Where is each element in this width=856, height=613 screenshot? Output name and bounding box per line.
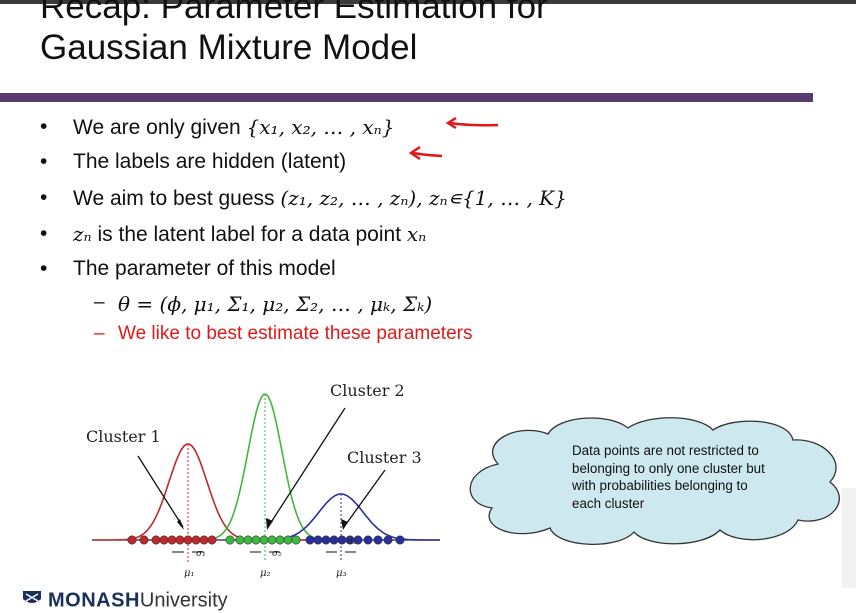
data-point bbox=[191, 535, 201, 545]
annotation-arrow-1 bbox=[449, 121, 499, 127]
data-point bbox=[395, 535, 405, 545]
title-line-1: Recap: Parameter Estimation for bbox=[40, 0, 548, 26]
data-point bbox=[199, 535, 209, 545]
cluster3-label: Cluster 3 bbox=[347, 448, 422, 467]
cloud-outline bbox=[469, 417, 840, 545]
bullet-text: We aim to best guess bbox=[73, 187, 281, 210]
data-point bbox=[353, 535, 363, 545]
data-point bbox=[151, 535, 161, 545]
data-point bbox=[275, 535, 285, 545]
cluster1-curve bbox=[94, 443, 310, 541]
sub-bullet-dash: – bbox=[94, 323, 105, 344]
data-point bbox=[283, 535, 293, 545]
bullet-text: is the latent label for a data point bbox=[91, 223, 407, 246]
bullet-dot: • bbox=[40, 115, 48, 138]
data-point bbox=[175, 535, 185, 545]
cluster3-curve bbox=[260, 493, 440, 541]
cluster1-pointer-head bbox=[177, 519, 184, 530]
bullet-dot: • bbox=[40, 150, 48, 173]
data-point bbox=[291, 535, 301, 545]
annotation-arrowhead-2 bbox=[408, 145, 421, 161]
title-divider-bar bbox=[0, 93, 813, 102]
data-point bbox=[373, 535, 383, 545]
bullet-text: The labels are hidden (latent) bbox=[73, 150, 347, 173]
cloud-callout-shape bbox=[469, 417, 840, 545]
data-point bbox=[321, 535, 331, 545]
sigma1-label: σ₁ bbox=[196, 549, 206, 559]
data-point bbox=[251, 535, 261, 545]
brand-light: University bbox=[139, 589, 228, 612]
data-point bbox=[259, 535, 269, 545]
data-point bbox=[225, 535, 235, 545]
sub-bullet-dash: – bbox=[94, 292, 105, 313]
sigma2-label: σ₂ bbox=[272, 549, 282, 559]
data-points bbox=[127, 535, 405, 545]
data-point bbox=[183, 535, 193, 545]
mu1-label: μ₁ bbox=[184, 568, 195, 579]
bullet-dot: • bbox=[40, 257, 48, 280]
callout-text: Data points are not restricted to belong… bbox=[572, 443, 765, 511]
data-point bbox=[337, 535, 347, 545]
data-point bbox=[313, 535, 323, 545]
top-border bbox=[0, 0, 856, 4]
data-point bbox=[383, 535, 393, 545]
annotation-arrow-line-2 bbox=[411, 151, 443, 158]
sigma3-label: σ₃ bbox=[347, 537, 357, 547]
data-point bbox=[167, 535, 177, 545]
sub-bullet-text: We like to best estimate these parameter… bbox=[118, 323, 473, 344]
monash-logo: MONASHUniversity bbox=[22, 589, 228, 613]
bullet-math: {x₁, x₂, … , xₙ} bbox=[246, 115, 395, 139]
mu3-label: μ₃ bbox=[336, 568, 347, 579]
annotation-arrow-2-wrap bbox=[408, 145, 443, 161]
data-point bbox=[305, 535, 315, 545]
data-point bbox=[235, 535, 245, 545]
data-point bbox=[243, 535, 253, 545]
data-point bbox=[127, 535, 137, 545]
cluster2-label: Cluster 2 bbox=[330, 381, 405, 400]
bullet-dot: • bbox=[40, 222, 48, 245]
bullet-math-prefix: zₙ bbox=[73, 222, 92, 246]
title-line-2: Gaussian Mixture Model bbox=[40, 28, 418, 67]
right-edge-panel bbox=[842, 488, 856, 588]
cluster2-pointer-head bbox=[266, 518, 273, 530]
data-point bbox=[207, 535, 217, 545]
bullet-text: We are only given bbox=[73, 116, 247, 139]
annotation-arrowhead-1 bbox=[445, 116, 457, 130]
cluster2-pointer bbox=[267, 407, 346, 528]
cluster3-pointer bbox=[343, 469, 386, 528]
monash-shield-icon bbox=[22, 589, 42, 613]
data-point bbox=[363, 535, 373, 545]
data-point bbox=[159, 535, 169, 545]
annotation-arrows bbox=[440, 116, 499, 156]
bullet-math: xₙ bbox=[406, 222, 427, 246]
cluster3-pointer-head bbox=[341, 519, 348, 530]
brand-bold: MONASH bbox=[48, 589, 140, 612]
sub-bullet-math: θ = (ϕ, μ₁, Σ₁, μ₂, Σ₂, … , μₖ, Σₖ) bbox=[118, 292, 433, 316]
data-point bbox=[267, 535, 277, 545]
cluster1-pointer bbox=[137, 455, 184, 528]
bullet-dot: • bbox=[40, 186, 48, 209]
mu2-label: μ₂ bbox=[260, 568, 271, 579]
data-point bbox=[329, 535, 339, 545]
bullet-text: The parameter of this model bbox=[73, 257, 336, 280]
cluster1-label: Cluster 1 bbox=[86, 427, 161, 446]
data-point bbox=[139, 535, 149, 545]
gmm-figure: Cluster 1 Cluster 2 Cluster 3 σ₁ σ₂ σ₃ μ… bbox=[86, 381, 440, 579]
slide-title: Recap: Parameter Estimation for Gaussian… bbox=[40, 0, 548, 68]
bullet-math: (z₁, z₂, … , zₙ), zₙ∊{1, … , K} bbox=[280, 186, 567, 210]
